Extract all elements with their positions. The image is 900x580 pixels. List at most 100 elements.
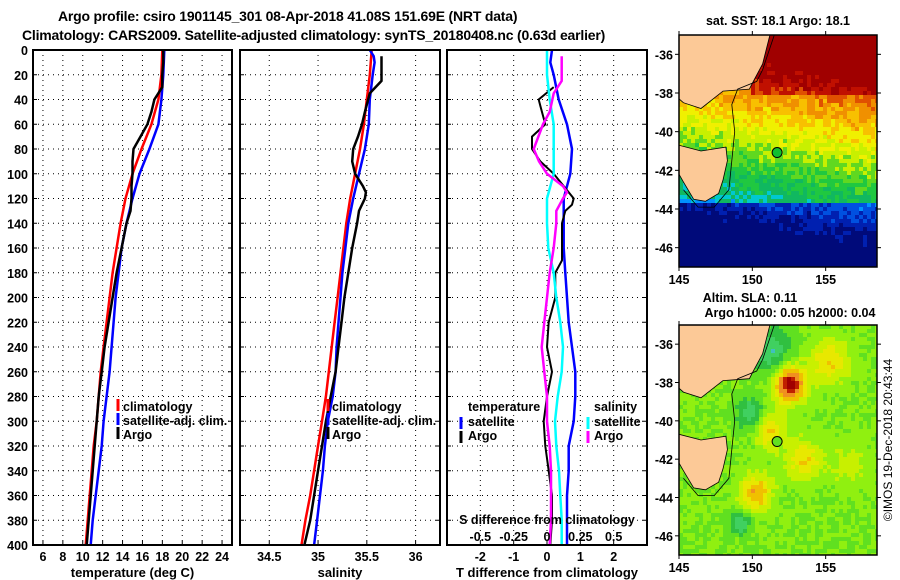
map-cell [807,263,811,267]
map-cell [835,385,839,389]
y-tick-label: 380 [7,514,28,528]
map-cell [759,123,763,127]
map-cell [863,115,867,119]
map-cell [751,223,755,227]
map-cell [819,437,823,441]
x-tick-label: 1 [577,550,584,564]
map-cell [839,381,843,385]
map-cell [783,357,787,361]
map-cell [759,239,763,243]
map-cell [871,135,875,139]
map-cell [731,159,735,163]
map-cell [679,119,683,123]
map-cell [771,397,775,401]
map-cell [839,223,843,227]
map-cell [711,251,715,255]
map-cell [831,461,835,465]
map-cell [835,409,839,413]
map-cell [875,425,877,429]
map-cell [871,131,875,135]
map-cell [691,115,695,119]
map-cell [831,361,835,365]
map-cell [811,341,815,345]
map-cell [851,39,855,43]
map-cell [731,123,735,127]
map-cell [743,159,747,163]
map-cell [847,119,851,123]
map-cell [863,59,867,63]
map-cell [831,215,835,219]
map-cell [695,123,699,127]
map-cell [763,91,767,95]
map-cell [779,43,783,47]
map-cell [863,445,867,449]
map-cell [863,103,867,107]
map-cell [783,349,787,353]
map-cell [679,131,683,135]
map-cell [707,405,711,409]
map-cell [871,329,875,333]
map-cell [823,215,827,219]
map-cell [691,107,695,111]
map-cell [755,389,759,393]
map-cell [867,329,871,333]
map-cell [851,143,855,147]
map-cell [851,345,855,349]
map-cell [803,361,807,365]
map-cell [863,333,867,337]
map-cell [695,131,699,135]
map-cell [839,389,843,393]
map-cell [847,369,851,373]
map-cell [855,151,859,155]
map-cell [775,405,779,409]
map-cell [687,139,691,143]
map-cell [731,239,735,243]
map-cell [839,385,843,389]
map-cell [847,219,851,223]
map-cell [703,119,707,123]
map-cell [847,63,851,67]
map-cell [855,147,859,151]
map-cell [843,373,847,377]
map-cell [815,405,819,409]
map-cell [735,103,739,107]
map-cell [823,333,827,337]
map-cell [679,199,683,203]
map-cell [807,119,811,123]
map-cell [867,393,871,397]
map-cell [759,131,763,135]
map-cell [795,401,799,405]
map-cell [871,259,875,263]
map-cell [803,151,807,155]
map-cell [827,215,831,219]
map-cell [859,123,863,127]
map-cell [743,259,747,263]
map-cell [775,365,779,369]
y-tick-label: 200 [7,292,28,306]
map-cell [783,381,787,385]
map-cell [771,207,775,211]
map-cell [783,239,787,243]
map-cell [767,151,771,155]
map-cell [835,91,839,95]
map-cell [799,131,803,135]
map-cell [855,325,859,329]
y-tick-label: -38 [655,87,673,101]
map-cell [783,179,787,183]
map-cell [827,99,831,103]
map-cell [783,255,787,259]
map-cell [875,417,877,421]
map-cell [819,71,823,75]
map-cell [815,235,819,239]
map-cell [775,47,779,51]
map-cell [795,441,799,445]
map-cell [759,87,763,91]
map-cell [783,67,787,71]
map-cell [803,87,807,91]
y-tick-label: 20 [14,69,28,83]
map-cell [831,453,835,457]
map-cell [763,365,767,369]
map-cell [755,215,759,219]
map-cell [735,119,739,123]
map-cell [807,409,811,413]
